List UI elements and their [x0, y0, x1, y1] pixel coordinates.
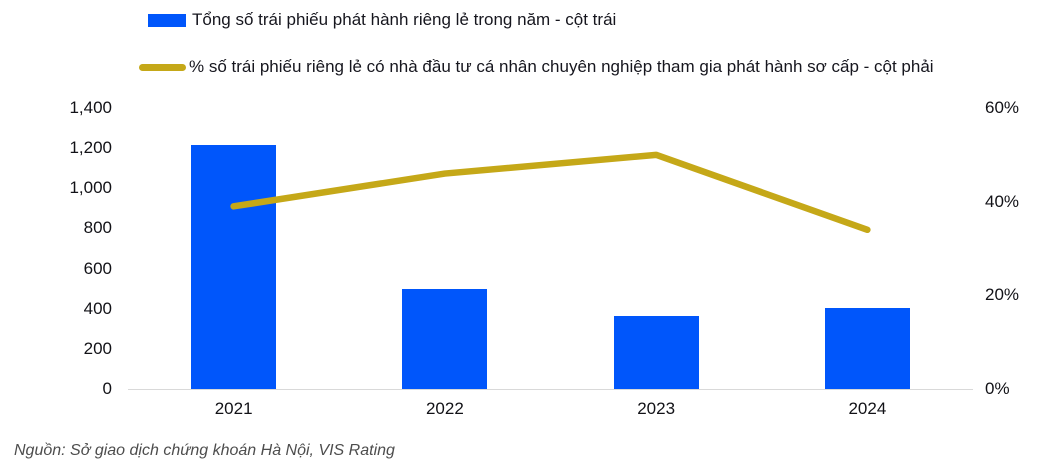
- y-axis-left-tick-label: 1,400: [69, 98, 112, 117]
- x-axis-label-2022: 2022: [425, 399, 464, 418]
- y-axis-left-tick-label: 0: [102, 379, 112, 398]
- legend-label-line: % số trái phiếu riêng lẻ có nhà đầu tư c…: [189, 57, 934, 76]
- y-axis-left-tick-label: 1,200: [69, 138, 112, 158]
- bar-2022: [402, 288, 488, 389]
- y-axis-left-tick-label: 800: [83, 218, 112, 238]
- bar-series-swatch-icon: [148, 13, 186, 27]
- legend-label-bar: Tổng số trái phiếu phát hành riêng lẻ tr…: [192, 10, 617, 29]
- y-axis-left-tick-label: 1,000: [69, 178, 112, 198]
- x-axis-label-2021: 2021: [214, 399, 253, 418]
- legend-item-line: % số trái phiếu riêng lẻ có nhà đầu tư c…: [139, 54, 934, 80]
- y-axis-right-tick-label: 0%: [985, 379, 1010, 398]
- y-axis-left-tick-label: 400: [83, 298, 112, 318]
- x-axis-baseline: [128, 389, 973, 390]
- line-series-swatch-icon: [139, 63, 186, 71]
- source-note: Nguồn: Sở giao dịch chứng khoán Hà Nội, …: [14, 442, 395, 459]
- y-axis-right-tick-label: 40%: [985, 191, 1020, 211]
- y-axis-right-tick-label: 60%: [985, 98, 1020, 117]
- bar-2023: [613, 315, 699, 389]
- y-axis-right-tick-label: 20%: [985, 285, 1020, 305]
- legend-item-bar: Tổng số trái phiếu phát hành riêng lẻ tr…: [148, 7, 616, 33]
- x-axis-label-2024: 2024: [848, 399, 887, 418]
- y-axis-left-tick-label: 600: [83, 258, 112, 278]
- x-axis-label-2023: 2023: [637, 399, 676, 418]
- bar-2024: [824, 307, 910, 389]
- y-axis-left-tick-label: 200: [83, 338, 112, 358]
- bar-2021: [191, 145, 277, 389]
